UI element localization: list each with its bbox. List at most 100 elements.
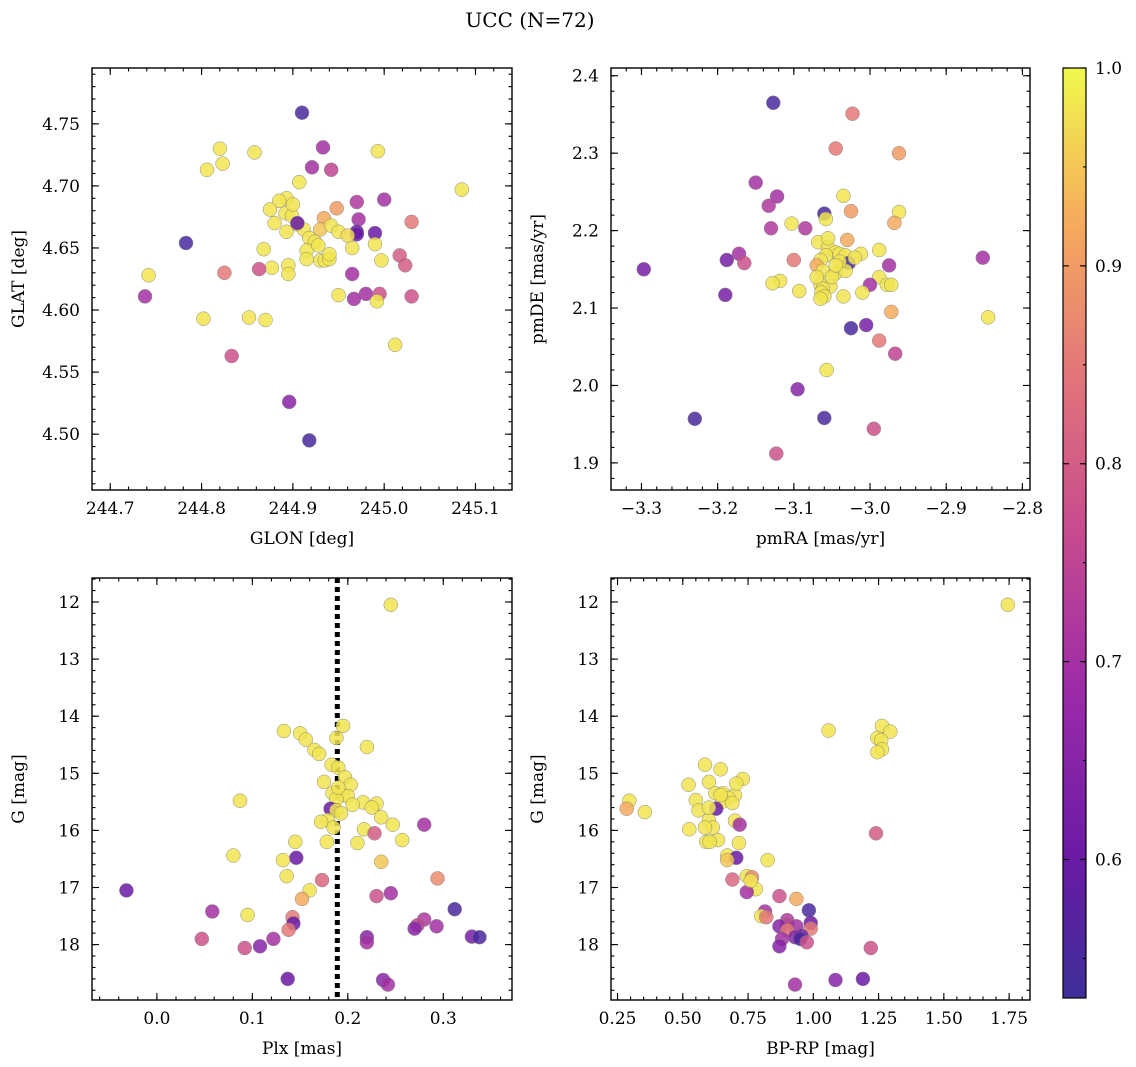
data-point [763,221,779,236]
colorbar-tick-label: 0.9 [1095,257,1122,277]
y-tick-label: 4.70 [42,177,80,197]
y-tick-label: 13 [577,650,599,670]
data-point [385,817,400,832]
y-tick-label: 2.2 [572,222,599,242]
y-tick-label: 4.55 [42,363,80,383]
data-point [718,287,733,303]
data-point [314,872,330,888]
data-point [279,224,294,240]
panel-glon-glat: 244.7 244.8 244.9 245.0 245.1 4.50 4.55 4.60 4.6… [9,67,513,549]
data-point [713,787,728,803]
data-point [304,160,320,175]
data-point [454,182,470,197]
data-point [619,801,634,816]
data-point [681,777,696,792]
data-point [813,291,828,306]
data-point [817,410,832,426]
data-point [975,250,991,265]
data-point [335,718,351,734]
y-tick-label: 12 [58,593,80,613]
data-point [294,891,310,907]
data-point [765,276,780,291]
data-point [252,939,268,954]
data-point [280,971,295,987]
data-point [980,310,996,325]
data-point [725,872,740,887]
data-point [855,971,871,987]
data-point [290,215,305,231]
data-point [281,394,297,410]
colorbar-tick-label: 0.7 [1095,653,1122,673]
y-tick-label: 13 [58,650,80,670]
data-point [702,834,717,850]
data-point [240,907,255,923]
data-point [636,262,652,277]
data-point [349,194,365,210]
y-tick-label: 2.4 [572,67,599,87]
axes-frame [91,577,513,1001]
data-point [789,891,804,907]
data-point [725,795,740,811]
axes-frame [610,577,1031,1001]
scatter-points [636,95,996,461]
data-point [215,156,230,171]
scatter-points [619,597,1016,992]
y-tick-label: 15 [577,764,599,784]
data-point [843,203,859,219]
data-point [380,977,396,992]
data-point [333,806,349,821]
data-point [315,140,331,155]
data-point [884,304,899,320]
data-point [258,312,273,328]
y-tick-label: 18 [577,936,599,956]
data-point [748,175,763,190]
data-point [311,238,326,253]
x-axis-label: GLON [deg] [250,529,354,549]
data-point [267,215,282,231]
x-tick-label: −2.9 [926,499,967,519]
data-point [226,848,241,863]
x-tick-label: 244.7 [86,499,135,519]
data-point [194,931,210,947]
data-point [383,885,399,901]
axes-frame [610,67,1031,491]
data-point [137,289,153,304]
data-point [344,240,360,256]
x-tick-label: 0.25 [599,1009,637,1029]
y-tick-label: 15 [58,764,80,784]
x-tick-label: 1.50 [925,1009,963,1029]
data-point [761,198,776,214]
colorbar-gradient [1062,67,1087,999]
data-point [394,832,410,848]
data-point [404,214,419,230]
x-tick-label: −2.8 [1002,499,1043,519]
x-tick-label: 244.9 [269,499,318,519]
data-point [350,835,365,851]
data-point [364,800,379,815]
data-point [1000,597,1016,613]
data-point [359,935,375,950]
data-point [887,346,903,361]
y-tick-label: 16 [577,821,599,841]
axes-frame [91,67,513,491]
y-tick-label: 17 [58,879,80,899]
colorbar-tick-label: 1.0 [1095,59,1122,79]
data-point [345,797,360,812]
x-tick-label: −3.0 [849,499,890,519]
data-point [374,253,389,268]
x-tick-label: 1.75 [990,1009,1028,1029]
data-point [331,287,346,303]
data-point [881,258,897,273]
data-point [289,850,304,866]
data-point [316,774,332,790]
data-point [329,730,344,746]
data-point [828,258,843,273]
y-tick-label: 1.9 [572,454,599,474]
data-point [687,411,703,427]
colorbar: 0.6 0.7 0.8 0.9 1.0 [1062,59,1122,999]
data-point [760,852,775,868]
data-point [713,762,728,777]
panel-pmra-pmde: −3.3 −3.2 −3.1 −3.0 −2.9 −2.8 1.9 2.0 2.1 2.2 2.3 2… [528,67,1043,549]
data-point [786,252,802,268]
